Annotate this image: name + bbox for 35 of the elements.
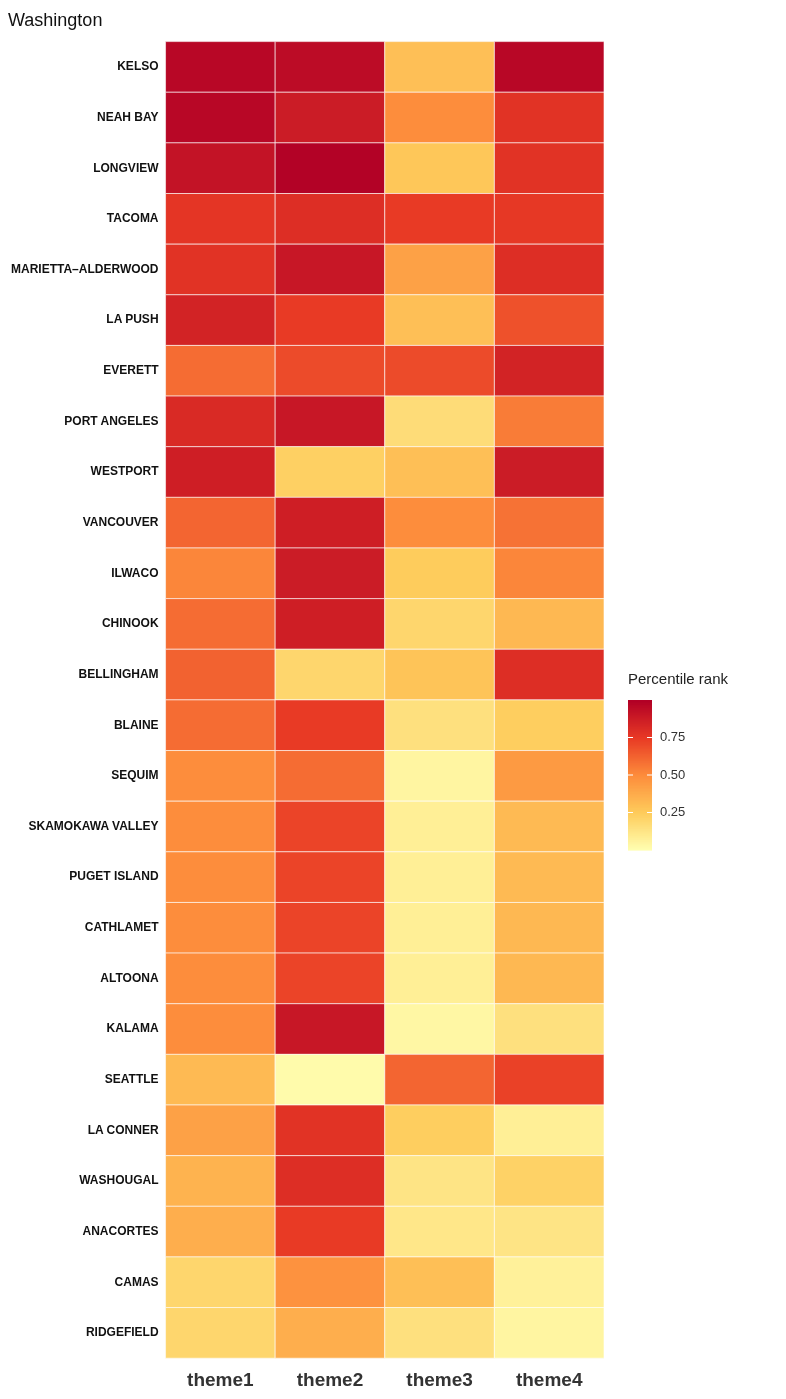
chart-title: Washington [8, 9, 103, 30]
y-tick-label: CHINOOK [101, 616, 159, 631]
y-tick-label: SKAMOKAWA VALLEY [28, 818, 159, 833]
color-bar-label: 0.75 [660, 729, 686, 745]
x-tick-label: theme2 [296, 1368, 364, 1390]
y-tick-label: PUGET ISLAND [69, 869, 159, 884]
y-tick-label: WASHOUGAL [79, 1173, 159, 1188]
legend-title: Percentile rank [628, 670, 729, 688]
x-tick-label: theme4 [515, 1368, 583, 1390]
y-tick-label: CAMAS [114, 1274, 159, 1289]
y-tick-label: KELSO [117, 59, 159, 74]
y-tick-label: VANCOUVER [82, 514, 159, 529]
y-tick-label: BELLINGHAM [78, 666, 159, 681]
y-tick-label: SEATTLE [104, 1072, 159, 1086]
y-tick-label: SEQUIM [111, 768, 159, 783]
y-tick-label: ALTOONA [100, 970, 159, 985]
y-tick-label: EVERETT [103, 363, 160, 378]
y-tick-label: MARIETTA–ALDERWOOD [10, 261, 159, 276]
y-tick-label: WESTPORT [90, 464, 160, 479]
y-tick-label: KALAMA [106, 1021, 159, 1036]
x-tick-label: theme1 [187, 1368, 255, 1390]
y-tick-label: RIDGEFIELD [85, 1325, 159, 1340]
y-tick-label: LONGVIEW [93, 160, 160, 175]
y-tick-label: CATHLAMET [84, 920, 160, 935]
color-bar-label: 0.50 [660, 766, 686, 782]
x-tick-label: theme3 [406, 1368, 473, 1390]
y-tick-label: TACOMA [106, 211, 159, 226]
y-tick-label: LA CONNER [87, 1122, 159, 1137]
y-tick-label: NEAH BAY [96, 109, 159, 124]
color-bar-label: 0.25 [660, 804, 686, 820]
y-tick-label: BLAINE [113, 717, 159, 732]
y-tick-label: ANACORTES [82, 1223, 159, 1238]
y-tick-label: ILWACO [111, 565, 159, 580]
y-tick-label: PORT ANGELES [64, 413, 159, 428]
y-tick-label: LA PUSH [106, 312, 159, 327]
